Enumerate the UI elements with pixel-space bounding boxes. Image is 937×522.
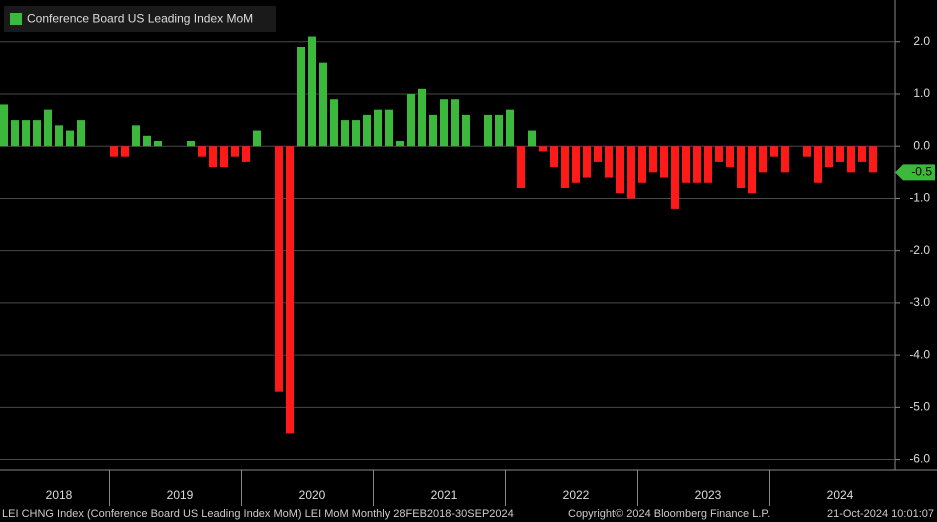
bar <box>429 114 437 147</box>
bar <box>374 109 382 147</box>
bar <box>770 146 778 157</box>
bar <box>209 146 217 168</box>
bar <box>242 146 250 162</box>
y-tick-label: -5.0 <box>909 400 930 414</box>
bar <box>869 146 877 173</box>
bar <box>759 146 767 173</box>
bar <box>704 146 712 183</box>
bar <box>187 141 195 147</box>
bar <box>638 146 646 183</box>
x-tick-label: 2019 <box>167 488 194 502</box>
bar <box>154 141 162 147</box>
y-tick-label: -1.0 <box>909 191 930 205</box>
last-value-tag <box>895 164 935 181</box>
bar <box>781 146 789 173</box>
bar <box>803 146 811 157</box>
x-tick-label: 2018 <box>46 488 73 502</box>
bar <box>363 114 371 147</box>
bar <box>836 146 844 162</box>
last-value-label: -0.5 <box>911 165 932 179</box>
y-tick-label: 2.0 <box>913 34 930 48</box>
x-tick-label: 2023 <box>695 488 722 502</box>
bar <box>847 146 855 173</box>
legend-label: Conference Board US Leading Index MoM <box>27 12 253 26</box>
bar <box>440 99 448 147</box>
bar <box>451 99 459 147</box>
x-tick-label: 2021 <box>431 488 458 502</box>
bar <box>627 146 635 199</box>
bar <box>484 114 492 147</box>
bar <box>726 146 734 168</box>
bar <box>407 94 415 147</box>
legend-box <box>4 6 276 32</box>
bar <box>132 125 140 147</box>
bar <box>0 104 8 147</box>
bar <box>308 36 316 147</box>
bar <box>462 114 470 147</box>
bar <box>143 135 151 147</box>
bar <box>55 125 63 147</box>
bar <box>220 146 228 168</box>
y-tick-label: -4.0 <box>909 347 930 361</box>
bar <box>682 146 690 183</box>
bar <box>748 146 756 194</box>
bar <box>649 146 657 173</box>
bar <box>561 146 569 188</box>
footer-left: LEI CHNG Index (Conference Board US Lead… <box>2 508 514 520</box>
bar <box>693 146 701 183</box>
bar <box>341 120 349 147</box>
footer-right: 21-Oct-2024 10:01:07 <box>827 508 934 520</box>
bar <box>319 62 327 147</box>
bar <box>77 120 85 147</box>
bar <box>44 109 52 147</box>
x-tick-label: 2024 <box>827 488 854 502</box>
y-tick-label: -6.0 <box>909 452 930 466</box>
bar <box>418 88 426 147</box>
bar <box>330 99 338 147</box>
footer-center: Copyright© 2024 Bloomberg Finance L.P. <box>568 508 770 520</box>
bar <box>594 146 602 162</box>
bar <box>506 109 514 147</box>
bar <box>121 146 129 157</box>
bar <box>495 114 503 147</box>
bar <box>825 146 833 168</box>
y-tick-label: -3.0 <box>909 295 930 309</box>
bar <box>275 146 283 392</box>
bar <box>352 120 360 147</box>
bar <box>528 130 536 147</box>
bar <box>605 146 613 178</box>
bar <box>33 120 41 147</box>
bar <box>110 146 118 157</box>
y-tick-label: 1.0 <box>913 86 930 100</box>
legend-swatch <box>10 13 22 25</box>
bar <box>286 146 294 434</box>
bar <box>737 146 745 188</box>
x-tick-label: 2022 <box>563 488 590 502</box>
bar <box>660 146 668 178</box>
bar <box>231 146 239 157</box>
bar <box>517 146 525 188</box>
bar <box>297 47 305 147</box>
x-tick-label: 2020 <box>299 488 326 502</box>
bar <box>66 130 74 147</box>
bar <box>253 130 261 147</box>
bar <box>385 109 393 147</box>
bar <box>858 146 866 162</box>
bar <box>572 146 580 183</box>
bar <box>198 146 206 157</box>
bar <box>814 146 822 183</box>
bar <box>396 141 404 147</box>
bar <box>550 146 558 168</box>
y-tick-label: 0.0 <box>913 138 930 152</box>
bar <box>671 146 679 209</box>
bar <box>539 146 547 152</box>
y-tick-label: -2.0 <box>909 243 930 257</box>
bar <box>715 146 723 162</box>
bar <box>22 120 30 147</box>
bar <box>583 146 591 178</box>
bar <box>11 120 19 147</box>
bar <box>616 146 624 194</box>
